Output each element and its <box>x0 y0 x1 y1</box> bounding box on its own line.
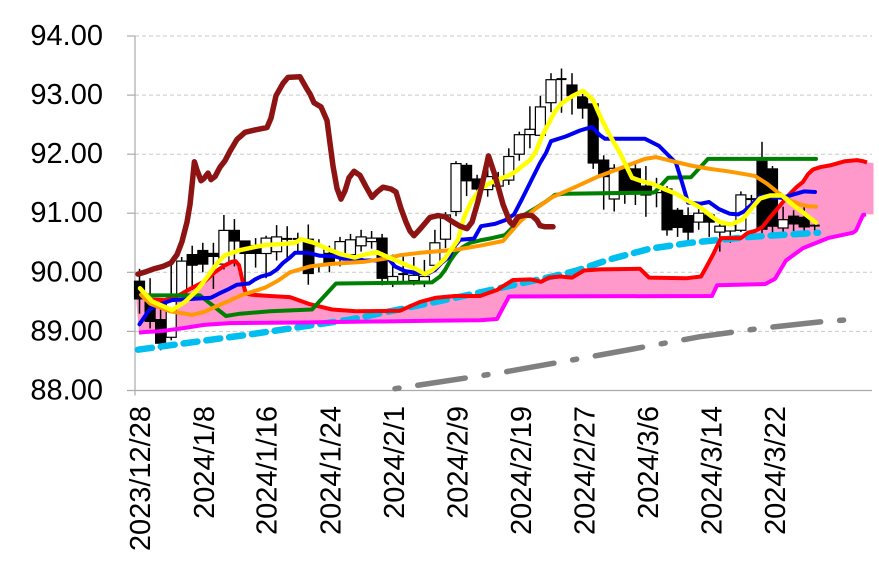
svg-text:90.00: 90.00 <box>30 256 103 288</box>
svg-text:2024/2/19: 2024/2/19 <box>506 406 538 535</box>
svg-text:2024/1/24: 2024/1/24 <box>316 406 348 535</box>
svg-text:2024/1/16: 2024/1/16 <box>252 406 284 535</box>
svg-text:2023/12/28: 2023/12/28 <box>125 406 157 551</box>
svg-text:2024/2/27: 2024/2/27 <box>570 406 602 535</box>
svg-text:2024/2/9: 2024/2/9 <box>443 406 475 519</box>
svg-text:88.00: 88.00 <box>30 375 103 407</box>
svg-text:2024/2/1: 2024/2/1 <box>379 406 411 519</box>
svg-text:2024/3/14: 2024/3/14 <box>697 406 729 535</box>
svg-text:89.00: 89.00 <box>30 315 103 347</box>
svg-text:2024/3/6: 2024/3/6 <box>633 406 665 519</box>
svg-text:2024/1/8: 2024/1/8 <box>189 406 221 519</box>
svg-text:2024/3/22: 2024/3/22 <box>760 406 792 535</box>
svg-text:94.00: 94.00 <box>30 20 103 52</box>
svg-text:92.00: 92.00 <box>30 138 103 170</box>
svg-text:93.00: 93.00 <box>30 79 103 111</box>
svg-text:91.00: 91.00 <box>30 197 103 229</box>
